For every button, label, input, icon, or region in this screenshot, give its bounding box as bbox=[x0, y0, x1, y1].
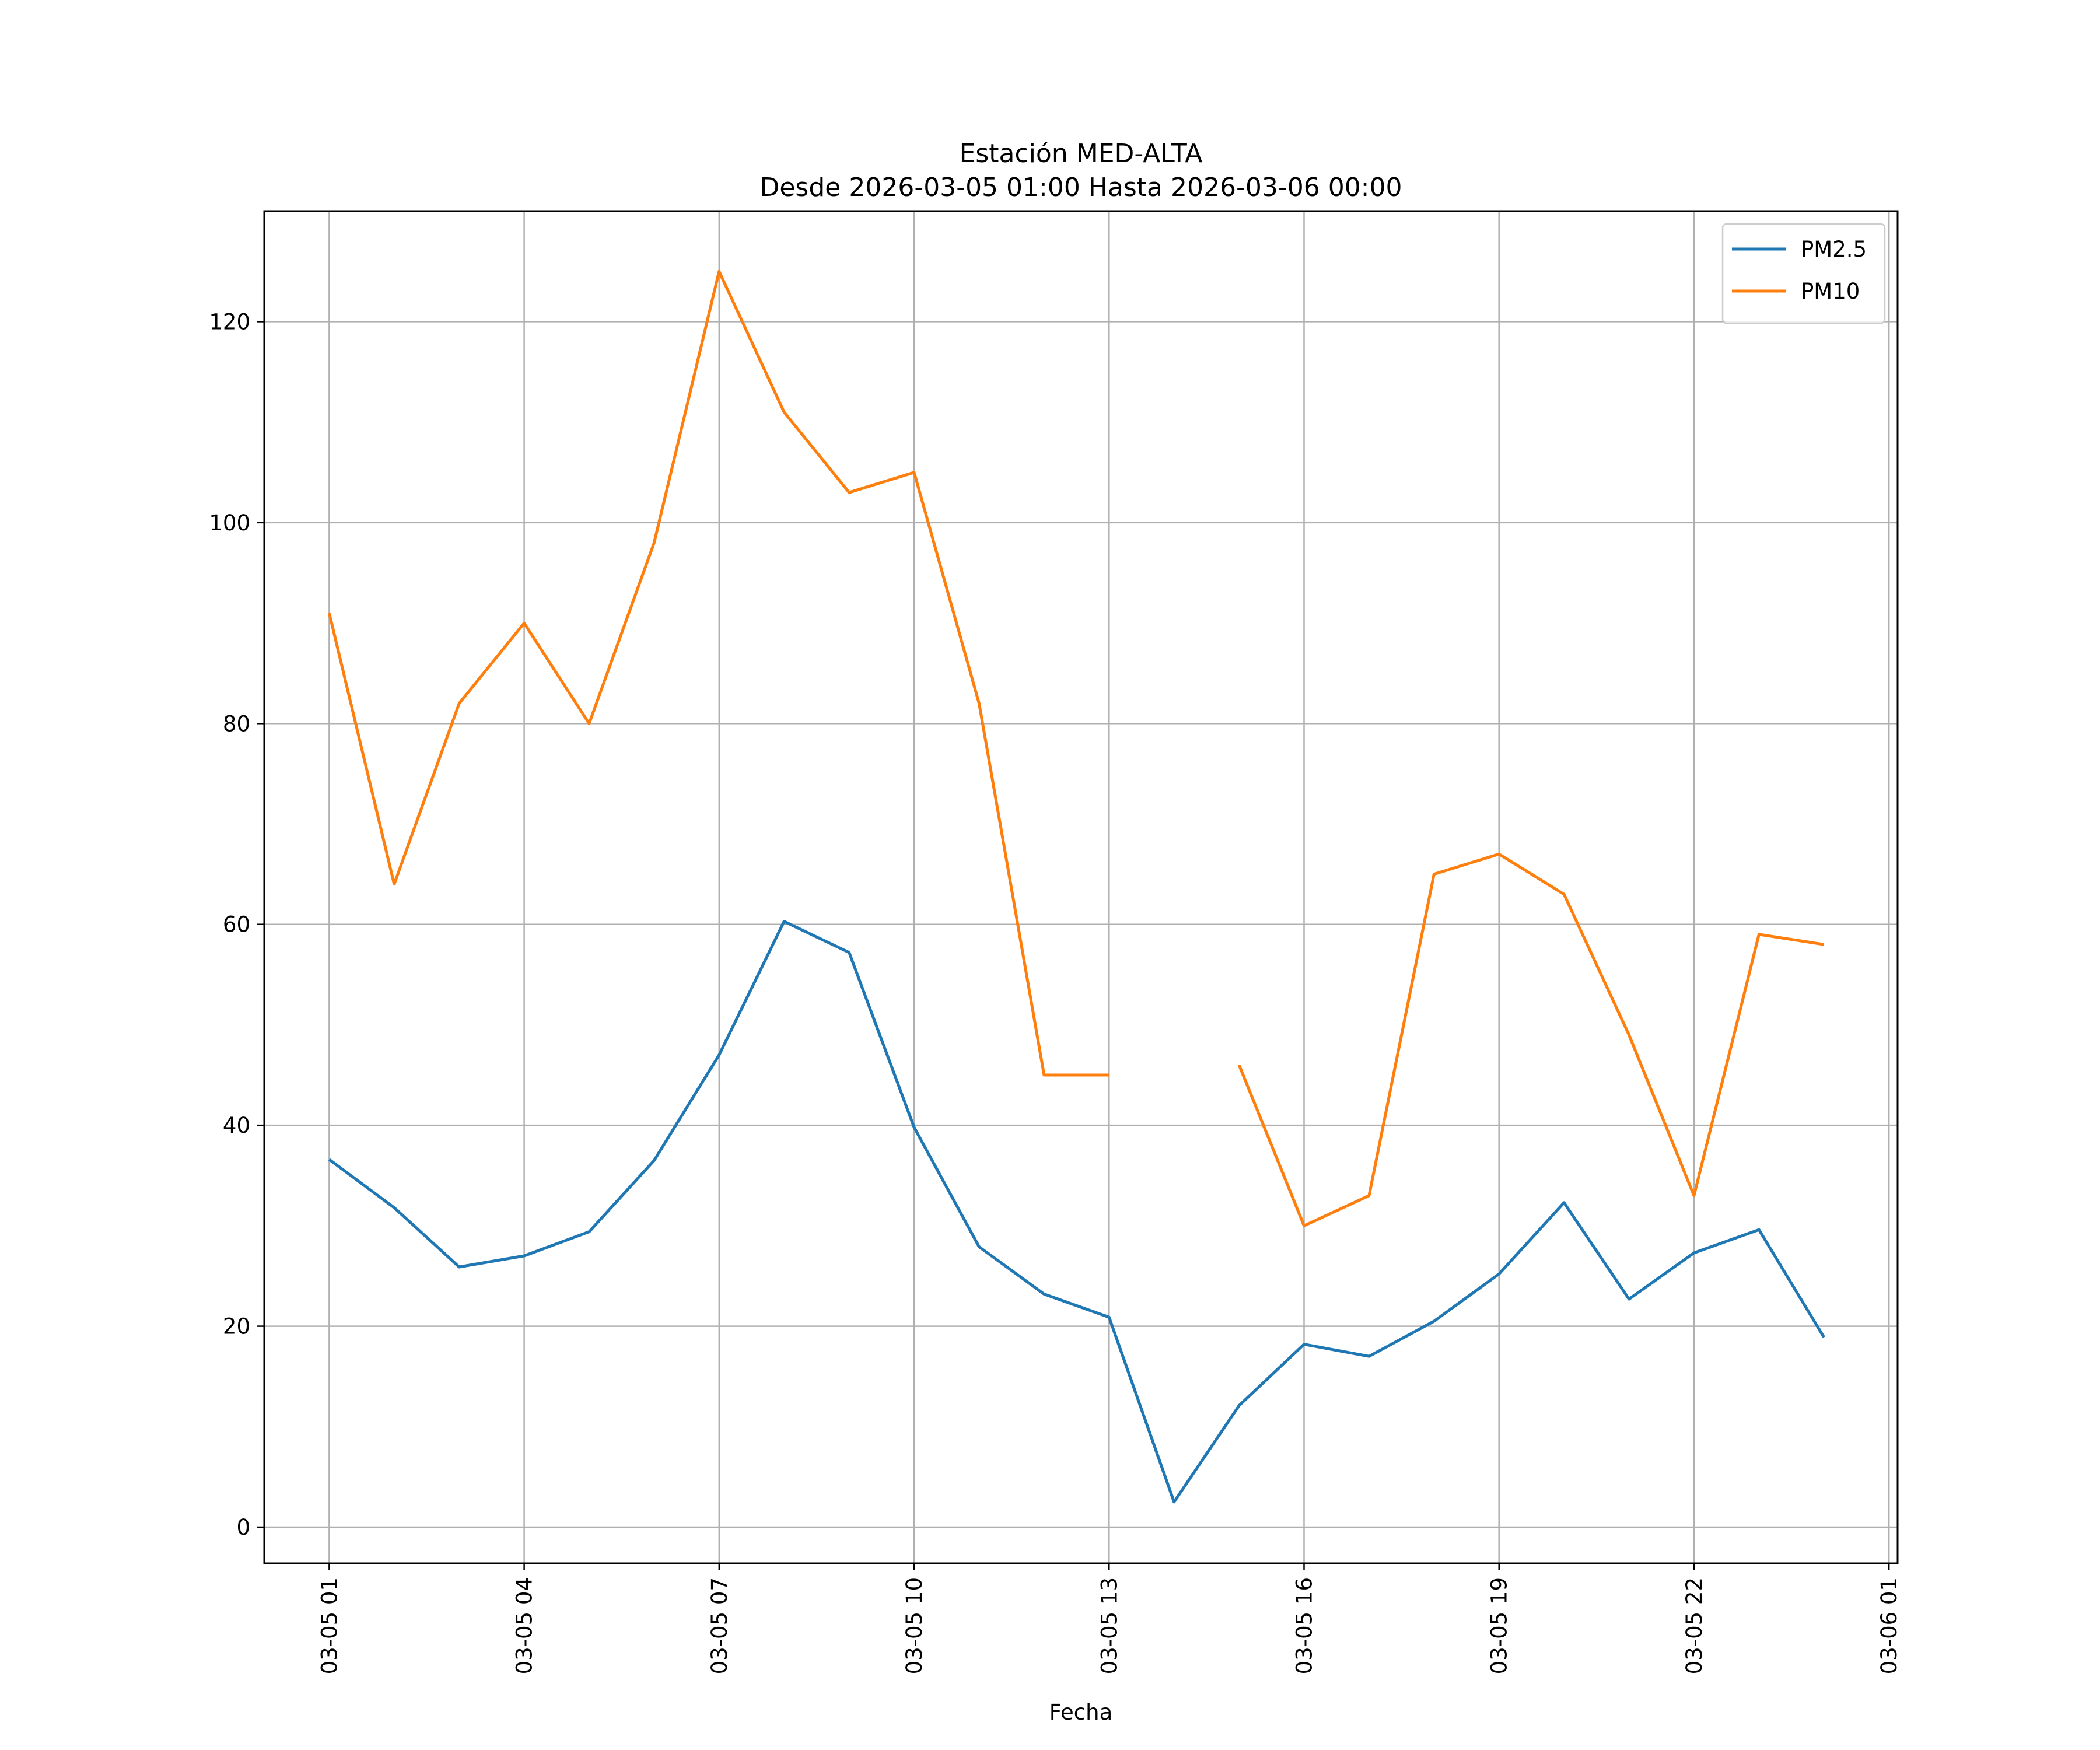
grid bbox=[264, 211, 1898, 1563]
y-tick-label: 120 bbox=[209, 309, 250, 334]
x-tick-label: 03-05 19 bbox=[1487, 1577, 1512, 1674]
legend-item: PM2.5 bbox=[1732, 237, 1867, 262]
x-tick-label: 03-05 22 bbox=[1682, 1577, 1707, 1674]
series-line bbox=[328, 920, 1825, 1504]
y-tick-label: 60 bbox=[223, 912, 250, 937]
y-tick-label: 40 bbox=[223, 1113, 250, 1138]
x-tick-label: 03-05 07 bbox=[707, 1577, 732, 1674]
x-axis-label: Fecha bbox=[1049, 1700, 1113, 1725]
y-tick-label: 20 bbox=[223, 1314, 250, 1339]
chart-title: Estación MED-ALTA bbox=[960, 139, 1203, 169]
x-tick-label: 03-05 10 bbox=[902, 1577, 927, 1674]
x-tick-label: 03-06 01 bbox=[1877, 1577, 1902, 1674]
legend-item: PM10 bbox=[1732, 279, 1860, 304]
x-tick-label: 03-05 01 bbox=[317, 1577, 342, 1674]
y-tick-label: 80 bbox=[223, 711, 250, 736]
legend-label: PM10 bbox=[1801, 279, 1860, 304]
x-tick-label: 03-05 04 bbox=[512, 1577, 537, 1674]
series-pm2-5 bbox=[328, 920, 1825, 1504]
y-tick-label: 100 bbox=[209, 510, 250, 536]
x-tick-label: 03-05 16 bbox=[1292, 1577, 1317, 1674]
legend-label: PM2.5 bbox=[1801, 237, 1867, 262]
series-pm10 bbox=[327, 270, 1825, 1227]
y-tick-label: 0 bbox=[236, 1515, 250, 1540]
legend: PM2.5 PM10 bbox=[1721, 223, 1886, 324]
x-tick-label: 03-05 13 bbox=[1097, 1577, 1122, 1674]
axis-ticks: 0 20 40 60 80 100 120 03-05 01 03-05 04 03-05 07 0… bbox=[209, 309, 1902, 1674]
chart-subtitle: Desde 2026-03-05 01:00 Hasta 2026-03-06 … bbox=[760, 173, 1402, 202]
series-lines bbox=[327, 270, 1825, 1504]
plot-frame bbox=[263, 210, 1899, 1564]
